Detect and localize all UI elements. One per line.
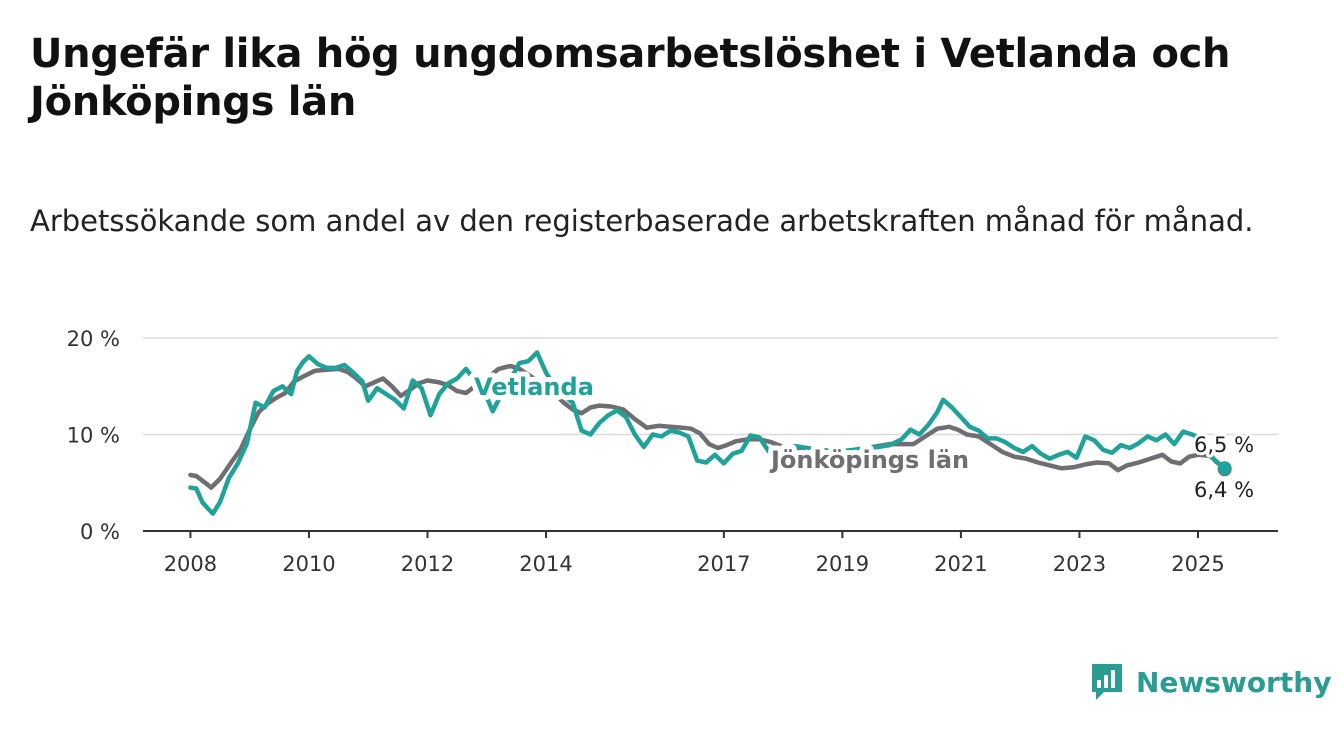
y-tick-label: 0 % bbox=[80, 520, 120, 544]
end-value-label: 6,4 % bbox=[1194, 478, 1254, 502]
x-tick-label: 2025 bbox=[1171, 552, 1224, 576]
x-tick-label: 2012 bbox=[401, 552, 454, 576]
chart-title: Ungefär lika hög ungdomsarbetslöshet i V… bbox=[30, 31, 1231, 125]
series-label: Vetlanda bbox=[474, 373, 594, 401]
end-value-label-halo: 6,4 % bbox=[1194, 478, 1254, 502]
series-label-halo: Vetlanda bbox=[474, 373, 594, 401]
series-label-halo: Jönköpings län bbox=[769, 446, 969, 474]
end-value-label-halo: 6,5 % bbox=[1194, 433, 1254, 457]
x-tick-label: 2017 bbox=[697, 552, 750, 576]
x-tick-label: 2010 bbox=[282, 552, 335, 576]
series-lines bbox=[188, 350, 1232, 516]
series-label: Jönköpings län bbox=[769, 446, 969, 474]
brand-name: Newsworthy bbox=[1136, 665, 1332, 699]
x-tick-label: 2019 bbox=[816, 552, 869, 576]
brand-logo: Newsworthy bbox=[1090, 660, 1331, 704]
series-line-j-nk-pings-l-n bbox=[188, 363, 1227, 490]
y-tick-label: 20 % bbox=[67, 327, 120, 351]
axes: 0 % 10 % 20 % 2008 2010 2012 2014 2017 2019 2021 2… bbox=[67, 327, 1278, 576]
grid-lines bbox=[143, 337, 1278, 436]
x-tick-label: 2023 bbox=[1053, 552, 1106, 576]
end-value-label: 6,5 % bbox=[1194, 433, 1254, 457]
series-end-marker-vetlanda bbox=[1217, 461, 1232, 476]
series-line-vetlanda bbox=[188, 350, 1227, 516]
chart-subtitle: Arbetssökande som andel av den registerb… bbox=[30, 204, 1254, 238]
bar-chart-speech-icon bbox=[1092, 664, 1122, 700]
x-tick-label: 2008 bbox=[164, 552, 217, 576]
x-tick-label: 2021 bbox=[934, 552, 987, 576]
x-tick-label: 2014 bbox=[519, 552, 572, 576]
y-tick-label: 10 % bbox=[67, 424, 120, 448]
